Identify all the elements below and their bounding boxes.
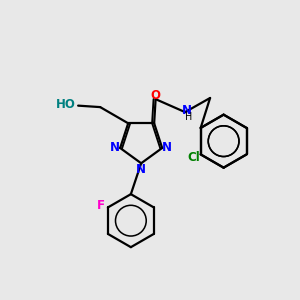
- Text: N: N: [182, 104, 191, 117]
- Text: N: N: [162, 141, 172, 154]
- Text: HO: HO: [56, 98, 76, 111]
- Text: O: O: [151, 89, 160, 102]
- Text: H: H: [185, 112, 192, 122]
- Text: N: N: [110, 141, 120, 154]
- Text: F: F: [97, 199, 105, 212]
- Text: Cl: Cl: [188, 152, 201, 164]
- Text: N: N: [136, 163, 146, 176]
